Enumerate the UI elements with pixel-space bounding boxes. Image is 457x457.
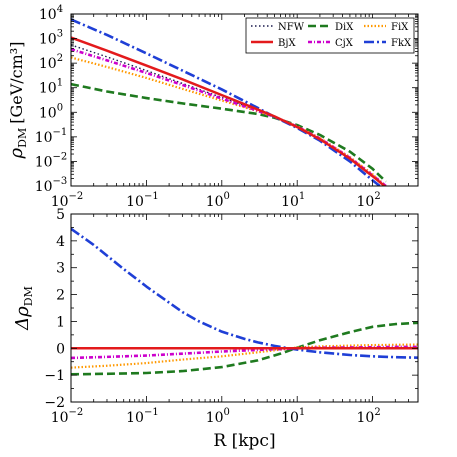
x-tick-exp: 2 bbox=[374, 407, 380, 418]
x-tick-exp: 0 bbox=[224, 191, 230, 202]
x-tick-base: 10 bbox=[126, 410, 144, 426]
y-tick-label: 10−2 bbox=[35, 151, 68, 170]
x-tick-label: 101 bbox=[281, 407, 305, 426]
legend-label-fkx: FkX bbox=[391, 38, 412, 49]
x-tick-exp: −2 bbox=[69, 191, 84, 202]
x-tick-exp: 0 bbox=[224, 407, 230, 418]
y-tick-exp: −1 bbox=[53, 127, 68, 138]
legend-label-fix: FiX bbox=[391, 22, 409, 33]
y-tick-base: 10 bbox=[39, 105, 57, 121]
x-tick-base: 10 bbox=[126, 194, 144, 210]
y-tick-label: 100 bbox=[39, 102, 63, 121]
y-tick-label: 104 bbox=[39, 4, 63, 23]
y-tick-base: 10 bbox=[35, 154, 53, 170]
x-tick-label: 10−2 bbox=[51, 407, 84, 426]
x-tick-base: 10 bbox=[357, 194, 375, 210]
series-line-fkx bbox=[71, 227, 418, 359]
legend-label-cjx: CjX bbox=[335, 38, 354, 49]
x-axis-label: R [kpc] bbox=[213, 431, 275, 451]
x-tick-exp: 1 bbox=[299, 191, 305, 202]
x-tick-label: 102 bbox=[357, 407, 381, 426]
x-tick-exp: 2 bbox=[374, 191, 380, 202]
series-line-fix bbox=[71, 56, 387, 186]
y-tick-base: 10 bbox=[39, 81, 57, 97]
y-tick-label: 4 bbox=[56, 234, 65, 250]
y-tick-base: 10 bbox=[35, 179, 53, 195]
y-tick-exp: 2 bbox=[57, 53, 63, 64]
y-tick-label: 1 bbox=[56, 314, 65, 330]
legend-box bbox=[245, 17, 415, 54]
series-line-dix bbox=[71, 321, 418, 376]
legend-label-dix: DiX bbox=[335, 22, 354, 33]
y-axis-label-sub: DM bbox=[16, 128, 29, 148]
y-tick-label: −2 bbox=[44, 395, 65, 411]
top-panel: 10−2 10−1 100 101 10210−310−210−110010110210… bbox=[6, 4, 419, 210]
y-axis-label-main: Δρ bbox=[12, 306, 33, 331]
y-tick-base: 10 bbox=[39, 56, 57, 72]
plot-area bbox=[71, 227, 418, 376]
y-tick-label: 5 bbox=[56, 207, 65, 223]
y-axis-label: ρDM [GeV/cm³] bbox=[6, 42, 29, 160]
x-tick-exp: −1 bbox=[144, 407, 159, 418]
x-tick-exp: −2 bbox=[69, 407, 84, 418]
y-tick-label: 103 bbox=[39, 29, 63, 48]
x-tick-base: 10 bbox=[281, 410, 299, 426]
y-tick-label: 0 bbox=[56, 341, 65, 357]
plot-area bbox=[71, 18, 387, 186]
y-tick-label: −1 bbox=[44, 368, 65, 384]
y-axis-label-main: ρ bbox=[6, 147, 27, 159]
series-line-dix bbox=[71, 82, 387, 183]
x-tick-label: 101 bbox=[281, 191, 305, 210]
y-tick-exp: 4 bbox=[57, 4, 63, 15]
y-tick-label: 102 bbox=[39, 53, 63, 72]
y-tick-base: 10 bbox=[35, 130, 53, 146]
x-tick-label: 10−1 bbox=[126, 191, 159, 210]
x-tick-label: 10−1 bbox=[126, 407, 159, 426]
y-tick-label: 10−3 bbox=[35, 176, 68, 195]
x-tick-label: 100 bbox=[206, 191, 230, 210]
y-tick-base: 10 bbox=[39, 7, 57, 23]
legend: NFW DiX FiX BjX CjX FkX bbox=[245, 17, 415, 54]
y-tick-exp: 3 bbox=[57, 29, 63, 40]
y-tick-exp: 0 bbox=[57, 102, 63, 113]
x-tick-base: 10 bbox=[357, 410, 375, 426]
y-tick-label: 2 bbox=[56, 288, 65, 304]
legend-label-nfw: NFW bbox=[278, 22, 305, 33]
y-axis-label-sub: DM bbox=[22, 286, 35, 306]
y-tick-base: 10 bbox=[39, 32, 57, 48]
legend-label-bjx: BjX bbox=[278, 38, 296, 49]
x-tick-label: 100 bbox=[206, 407, 230, 426]
x-tick-label: 102 bbox=[357, 191, 381, 210]
y-tick-label: 101 bbox=[39, 78, 63, 97]
x-tick-base: 10 bbox=[51, 410, 69, 426]
y-tick-label: 10−1 bbox=[35, 127, 68, 146]
series-line-cjx bbox=[71, 47, 387, 186]
y-tick-exp: −3 bbox=[53, 176, 68, 187]
x-tick-base: 10 bbox=[206, 194, 224, 210]
y-axis-label-unit: [GeV/cm³] bbox=[7, 42, 26, 124]
y-tick-exp: 1 bbox=[57, 78, 63, 89]
x-tick-base: 10 bbox=[281, 194, 299, 210]
x-tick-exp: 1 bbox=[299, 407, 305, 418]
x-tick-exp: −1 bbox=[144, 191, 159, 202]
x-tick-base: 10 bbox=[51, 194, 69, 210]
y-axis-label: ΔρDM bbox=[12, 286, 35, 331]
y-tick-label: 3 bbox=[56, 261, 65, 277]
series-line-nfw bbox=[71, 44, 386, 186]
series-line-bjx bbox=[71, 36, 387, 186]
x-tick-base: 10 bbox=[206, 410, 224, 426]
y-tick-exp: −2 bbox=[53, 151, 68, 162]
x-tick-label: 10−2 bbox=[51, 191, 84, 210]
